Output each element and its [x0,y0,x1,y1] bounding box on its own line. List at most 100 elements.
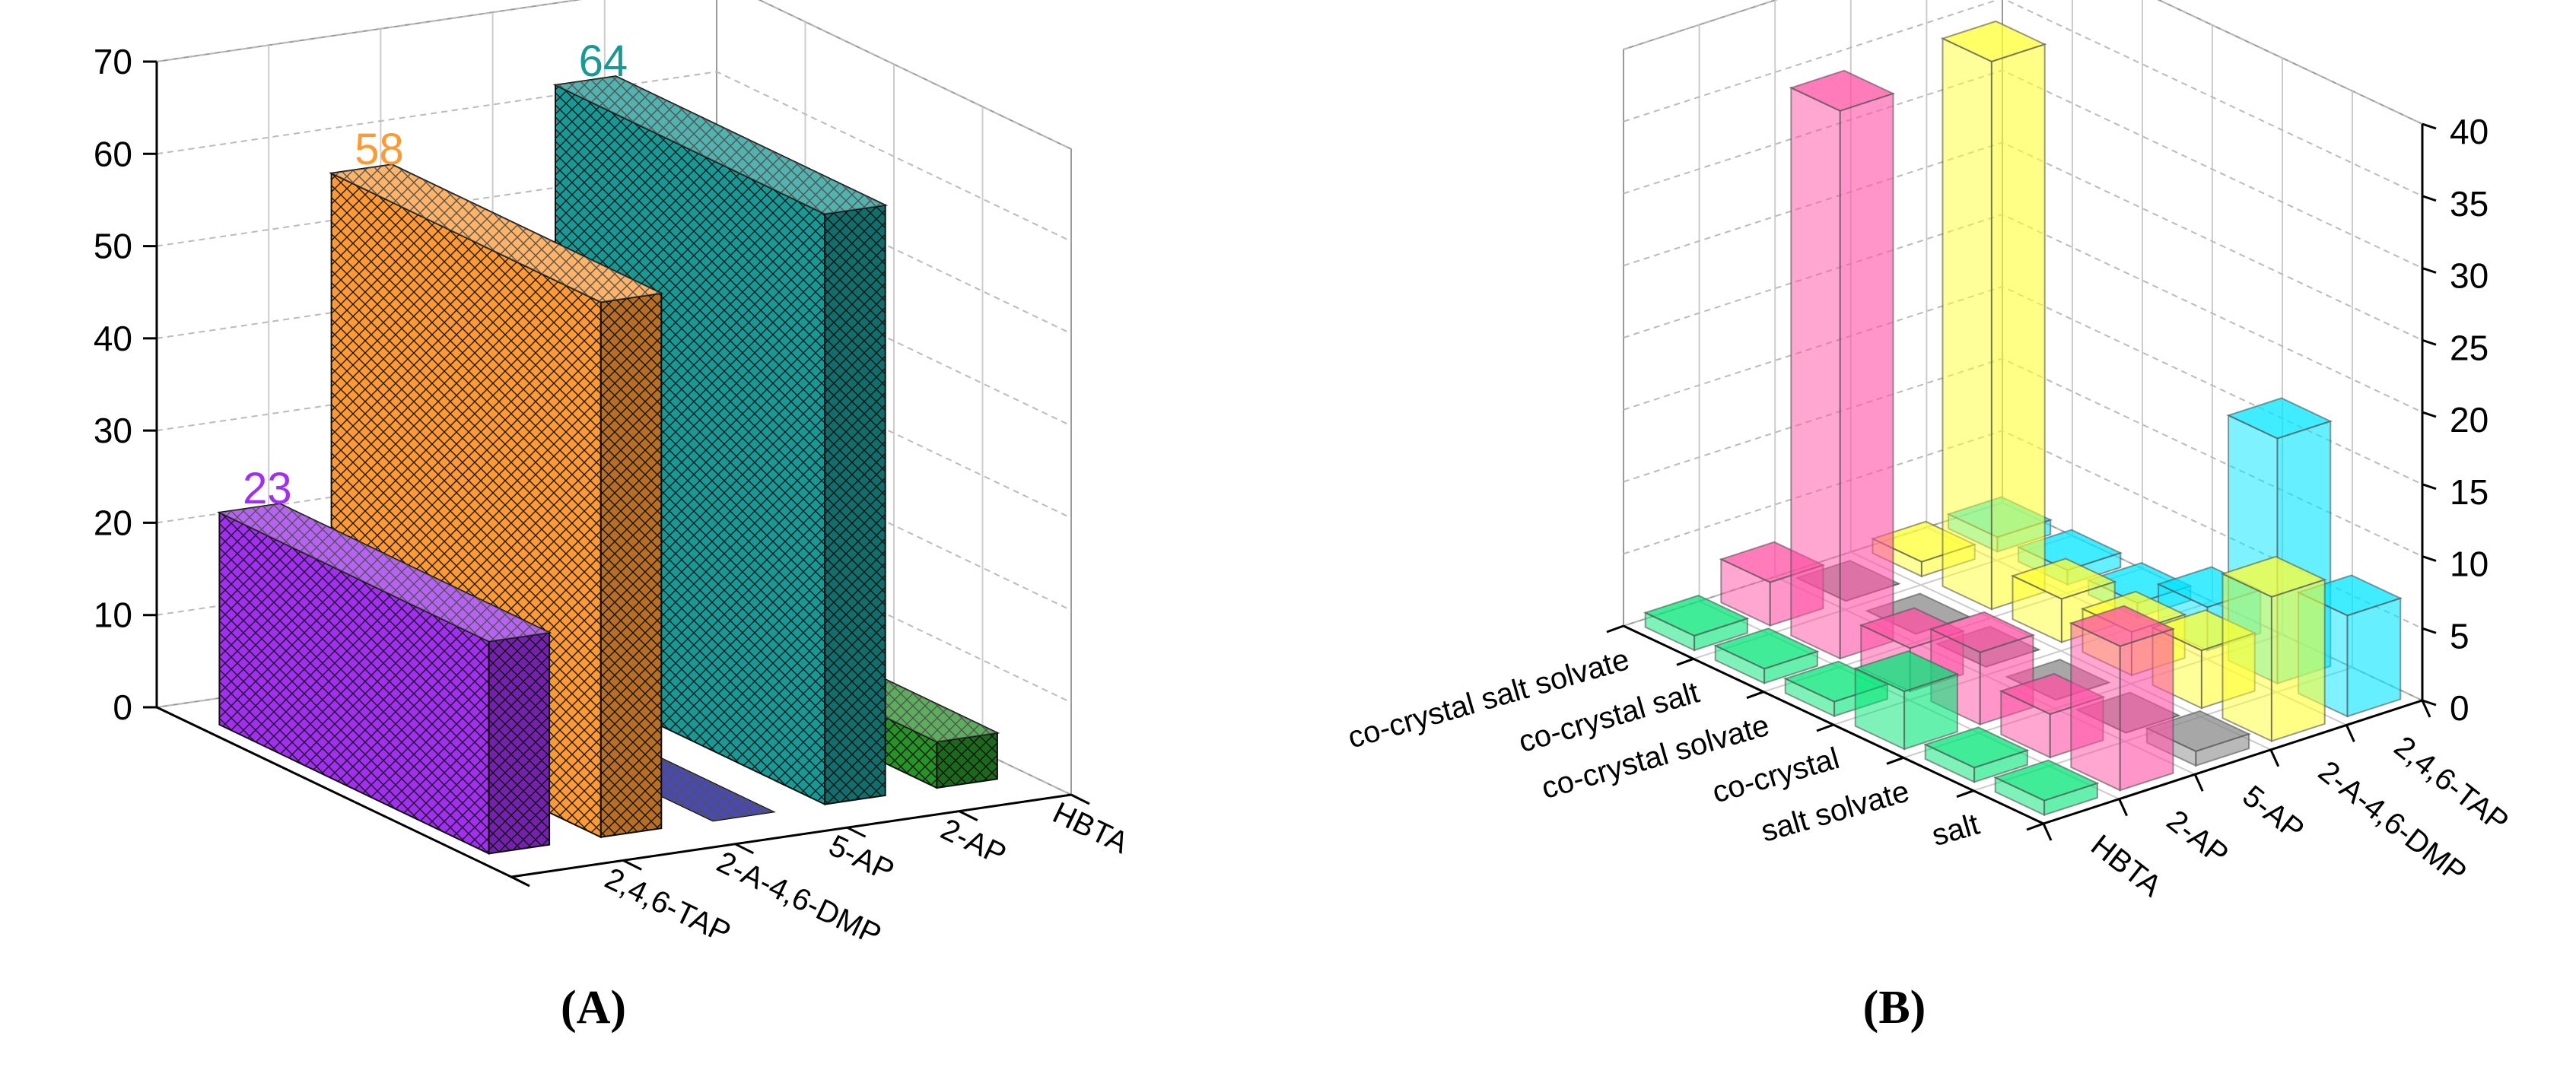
z-tick-label: 35 [2450,184,2489,224]
x-tick-label: 2-AP [2161,804,2234,872]
bar [2069,605,2176,792]
bar-face [552,75,889,215]
bar-shade [331,164,662,303]
bar [1852,650,1960,751]
bar [1643,594,1750,652]
y-tick-label: 0 [113,688,132,727]
depth-tick [1676,657,1694,666]
x-tick-label: HBTA [1048,796,1134,861]
y-tick-label: 30 [94,411,132,450]
x-tick [2118,798,2128,817]
x-tick [2421,700,2431,718]
depth-tick [2026,822,2044,831]
bar-face [2043,782,2098,816]
z-tick [2422,122,2437,130]
z-tick-label: 20 [2450,400,2489,440]
bar [1940,20,2047,611]
bar-shade [825,205,886,805]
depth-tick-label: salt [1929,808,1983,853]
value-label: 58 [355,125,404,174]
bar-face [1763,650,1818,684]
x-tick [2042,823,2053,841]
grid-line [156,71,1072,243]
bar-face [2221,573,2272,742]
x-tick-label: 5-AP [2236,779,2310,846]
bar-shade [600,293,662,837]
bar-face [1790,86,1841,660]
x-tick [510,875,530,888]
bar-face [329,164,664,303]
z-tick-label: 25 [2450,328,2489,367]
bar-face [2346,597,2402,718]
value-label: 23 [243,464,292,513]
bar [1713,627,1820,684]
x-tick [959,810,978,821]
z-tick [2422,267,2437,274]
x-tick [1070,793,1090,805]
z-tick-label: 5 [2450,616,2469,656]
x-axis [510,793,1072,878]
y-tick-label: 70 [94,42,132,81]
z-tick [2422,338,2437,346]
x-tick-label: 2-AP [936,812,1011,872]
bar-face [1990,43,2046,611]
bar-shade [219,503,550,642]
z-tick-label: 40 [2450,112,2489,151]
depth-tick [1816,723,1834,732]
y-tick-label: 20 [94,503,132,542]
depth-axis [156,706,512,878]
z-tick-label: 0 [2450,688,2469,728]
z-tick [2422,627,2437,634]
panel-label: (A) [561,982,626,1034]
depth-tick [1886,756,1904,765]
z-tick-label: 15 [2450,472,2489,512]
x-tick [2269,749,2280,767]
bar-face [1942,37,1992,611]
z-tick [2422,483,2437,491]
bar-face [1973,749,2028,783]
x-tick [846,826,867,838]
value-label: 64 [579,37,628,86]
x-tick [2345,724,2355,743]
bar [1922,726,2030,783]
y-tick-label: 50 [94,227,132,266]
y-tick-label: 10 [94,595,132,635]
depth-tick [1606,624,1624,634]
bar-shade [488,632,550,854]
x-tick-label: 5-AP [824,829,899,888]
bar-face [2070,621,2121,792]
bar [1789,69,1896,660]
bar-face [1839,92,1894,660]
z-tick [2422,699,2437,707]
bar-face [217,503,552,643]
z-tick-label: 30 [2450,256,2489,296]
bar-face [2195,732,2250,767]
bar-face [2119,627,2174,792]
z-tick [2422,555,2437,562]
y-tick-label: 40 [94,319,132,358]
bar-face [1693,617,1748,652]
depth-tick [1746,691,1764,700]
x-tick-label: HBTA [2085,828,2167,903]
y-tick-label: 60 [94,134,132,173]
bar-shade [937,732,997,788]
z-tick [2422,411,2437,418]
x-axis [2043,699,2423,825]
z-tick [2422,195,2437,202]
x-tick [734,843,755,855]
x-tick [622,859,642,871]
bar-shade [555,76,886,214]
depth-tick [1956,789,1974,799]
bar [2220,555,2327,742]
bar-face [2270,578,2326,742]
bar [217,503,552,855]
bar [1992,759,2100,817]
grid-line [1623,0,2423,125]
panel-label: (B) [1863,982,1926,1034]
bar-face [1903,673,1958,751]
z-tick-label: 10 [2450,545,2489,584]
x-tick [2193,773,2204,792]
grid-line [1623,0,2423,197]
